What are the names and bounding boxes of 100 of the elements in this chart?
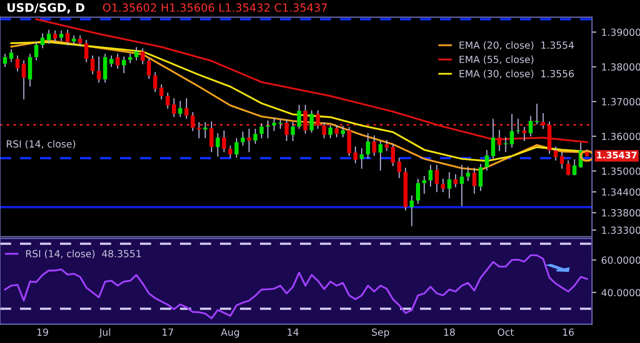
x-tick-label: Sep [372,328,390,338]
candlestick [247,128,252,152]
x-tick-label: 17 [162,328,174,336]
x-tick-label: Jul [98,328,110,338]
candlestick [541,113,546,129]
candlestick [378,140,383,171]
candlestick [384,140,389,152]
candlestick [510,114,514,148]
text: 1.35437 [597,152,637,158]
candlestick [397,158,402,178]
candlestick [347,127,352,156]
text: EMA (20, close) 1.3554 [460,41,574,50]
candlestick [172,98,176,118]
candlestick [560,152,564,169]
candlestick [366,133,370,159]
legend-label: EMA (55, close) [460,56,534,64]
candlestick [284,119,289,142]
candlestick [28,54,32,86]
candlestick [46,30,51,44]
candlestick [2,54,8,68]
candlestick [454,174,458,188]
candlestick [441,178,446,192]
candlestick [140,48,145,64]
candlestick [272,118,276,131]
candlestick [572,159,577,176]
candlestick [472,168,476,194]
x-tick-label: 14 [288,328,299,336]
x-tick-label: 19 [37,328,48,336]
candlestick [390,144,396,166]
candlestick [253,128,258,144]
candlestick [447,172,452,198]
candlestick [497,130,502,152]
candlestick [146,58,151,79]
candlestick [434,164,439,192]
x-tick-label: 16 [563,328,574,336]
candlestick [534,104,539,124]
candlestick [478,164,483,192]
candlestick [297,104,302,129]
candlestick [491,118,496,159]
candlestick [484,150,489,171]
candlestick [122,56,126,74]
candlestick [90,55,95,74]
chart-subtitle: O1.35602 H1.35606 L1.35432 C1.35437 [103,3,327,12]
candlestick [9,49,14,62]
candlestick [96,56,101,83]
candlestick [504,137,508,152]
candlestick [184,98,189,119]
candlestick [159,84,164,100]
candlestick [34,42,38,60]
candlestick [53,30,58,42]
candlestick [190,112,195,131]
candlestick [260,123,264,138]
candlestick [360,148,364,169]
candlestick [340,126,345,138]
candlestick [466,166,470,181]
candlestick [554,146,558,160]
candlestick [316,110,320,129]
candlestick [153,72,158,92]
x-tick-label: Aug [220,328,239,338]
candlestick [328,124,332,138]
candlestick [40,33,45,48]
candlestick [222,130,226,152]
candlestick [566,160,570,176]
candlestick [460,164,464,206]
candlestick [66,30,70,46]
candlestick [166,92,170,109]
text: EMA (30, close) 1.3556 [460,70,574,78]
candlestick [209,121,214,152]
text: RSI (14, close) 48.3551 [26,250,141,258]
candlestick [528,116,533,136]
x-tick-label: Oct [498,328,514,336]
text: RSI (14, close) [6,140,76,149]
candlestick [84,40,88,62]
candlestick [372,135,376,156]
candlestick [278,118,282,129]
candlestick [322,122,326,138]
chart-title: USD/SGD, D [7,3,84,14]
candlestick [15,55,20,72]
candlestick [416,178,420,204]
candlestick [109,55,114,68]
candlestick [59,30,64,41]
candlestick [353,146,358,164]
candlestick [334,124,339,138]
candlestick [196,122,202,138]
candlestick [103,54,108,83]
candlestick [22,60,26,100]
candlestick [310,110,314,133]
candlestick [266,120,270,138]
candlestick [428,164,433,187]
candlestick [116,54,120,69]
candlestick [290,122,295,142]
candlestick [78,35,82,47]
candlestick [410,195,414,226]
candlestick [134,47,138,60]
candlestick [240,132,245,146]
candlestick [216,133,220,157]
x-tick-label: 18 [444,328,455,336]
candlestick [303,104,308,134]
candlestick [228,145,232,158]
candlestick [178,101,182,118]
